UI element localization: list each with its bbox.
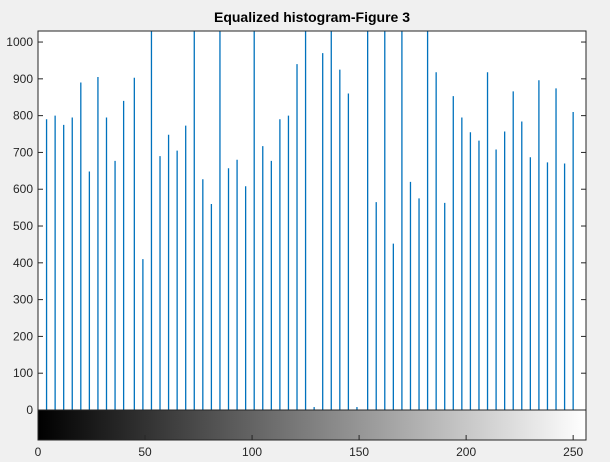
y-axis: 0 100 200 300 400 500 600 700 800 900 1000 xyxy=(6,35,586,417)
colorbar xyxy=(37,409,587,441)
chart-title: Equalized histogram-Figure 3 xyxy=(214,9,410,25)
plot-area xyxy=(38,31,586,410)
x-tick-label: 250 xyxy=(563,445,583,459)
x-tick-label: 0 xyxy=(35,445,42,459)
y-tick-label: 300 xyxy=(13,293,33,307)
x-tick-label: 200 xyxy=(456,445,476,459)
y-tick-label: 500 xyxy=(13,219,33,233)
y-tick-label: 700 xyxy=(13,145,33,159)
y-tick-label: 200 xyxy=(13,329,33,343)
x-tick-label: 150 xyxy=(349,445,369,459)
y-tick-label: 900 xyxy=(13,72,33,86)
y-tick-label: 0 xyxy=(26,403,33,417)
bar-series xyxy=(45,31,574,410)
plot-frame xyxy=(37,30,587,411)
x-tick-label: 50 xyxy=(138,445,152,459)
y-tick-label: 1000 xyxy=(6,35,33,49)
y-tick-label: 400 xyxy=(13,256,33,270)
y-tick-label: 800 xyxy=(13,109,33,123)
x-tick-label: 100 xyxy=(242,445,262,459)
y-tick-label: 600 xyxy=(13,182,33,196)
y-tick-label: 100 xyxy=(13,366,33,380)
x-axis: 0 50 100 150 200 250 xyxy=(35,435,583,459)
grayscale-colorbar xyxy=(38,410,586,440)
